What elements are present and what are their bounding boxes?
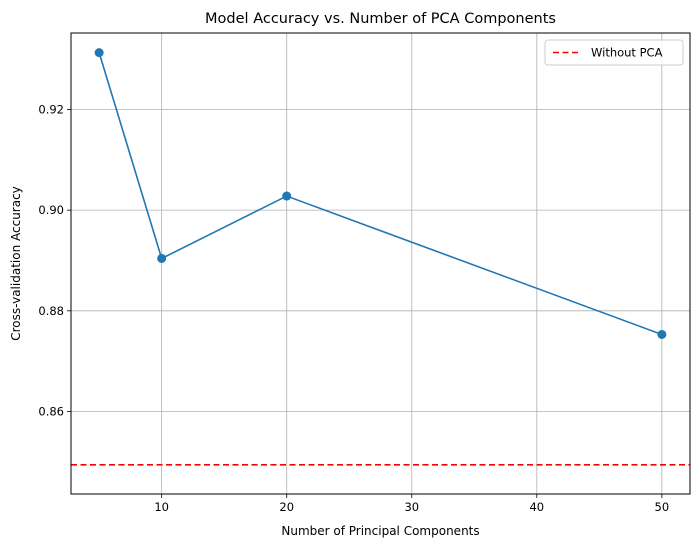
y-axis-label: Cross-validation Accuracy bbox=[9, 186, 23, 341]
axis-ticks: 10 20 30 40 50 0.86 0.88 0.90 0.92 bbox=[38, 102, 669, 514]
x-tick-label: 20 bbox=[279, 500, 294, 514]
data-point bbox=[657, 329, 667, 339]
x-tick-label: 40 bbox=[529, 500, 544, 514]
data-point bbox=[157, 253, 167, 263]
grid bbox=[71, 33, 690, 494]
data-point bbox=[282, 191, 292, 201]
series-line bbox=[98, 52, 663, 336]
y-tick-label: 0.90 bbox=[38, 203, 64, 217]
x-axis-label: Number of Principal Components bbox=[281, 524, 479, 538]
data-point bbox=[94, 48, 104, 58]
legend-label-without-pca: Without PCA bbox=[591, 46, 663, 60]
y-tick-label: 0.86 bbox=[38, 404, 64, 418]
legend-box bbox=[544, 39, 684, 66]
y-tick-label: 0.92 bbox=[38, 102, 64, 116]
series bbox=[94, 48, 667, 339]
legend: Without PCA bbox=[544, 39, 684, 66]
x-tick-label: 50 bbox=[655, 500, 670, 514]
y-tick-label: 0.88 bbox=[38, 304, 64, 318]
x-tick-label: 30 bbox=[404, 500, 419, 514]
x-tick-label: 10 bbox=[154, 500, 169, 514]
plot-frame bbox=[70, 32, 691, 495]
chart-title: Model Accuracy vs. Number of PCA Compone… bbox=[205, 11, 556, 27]
